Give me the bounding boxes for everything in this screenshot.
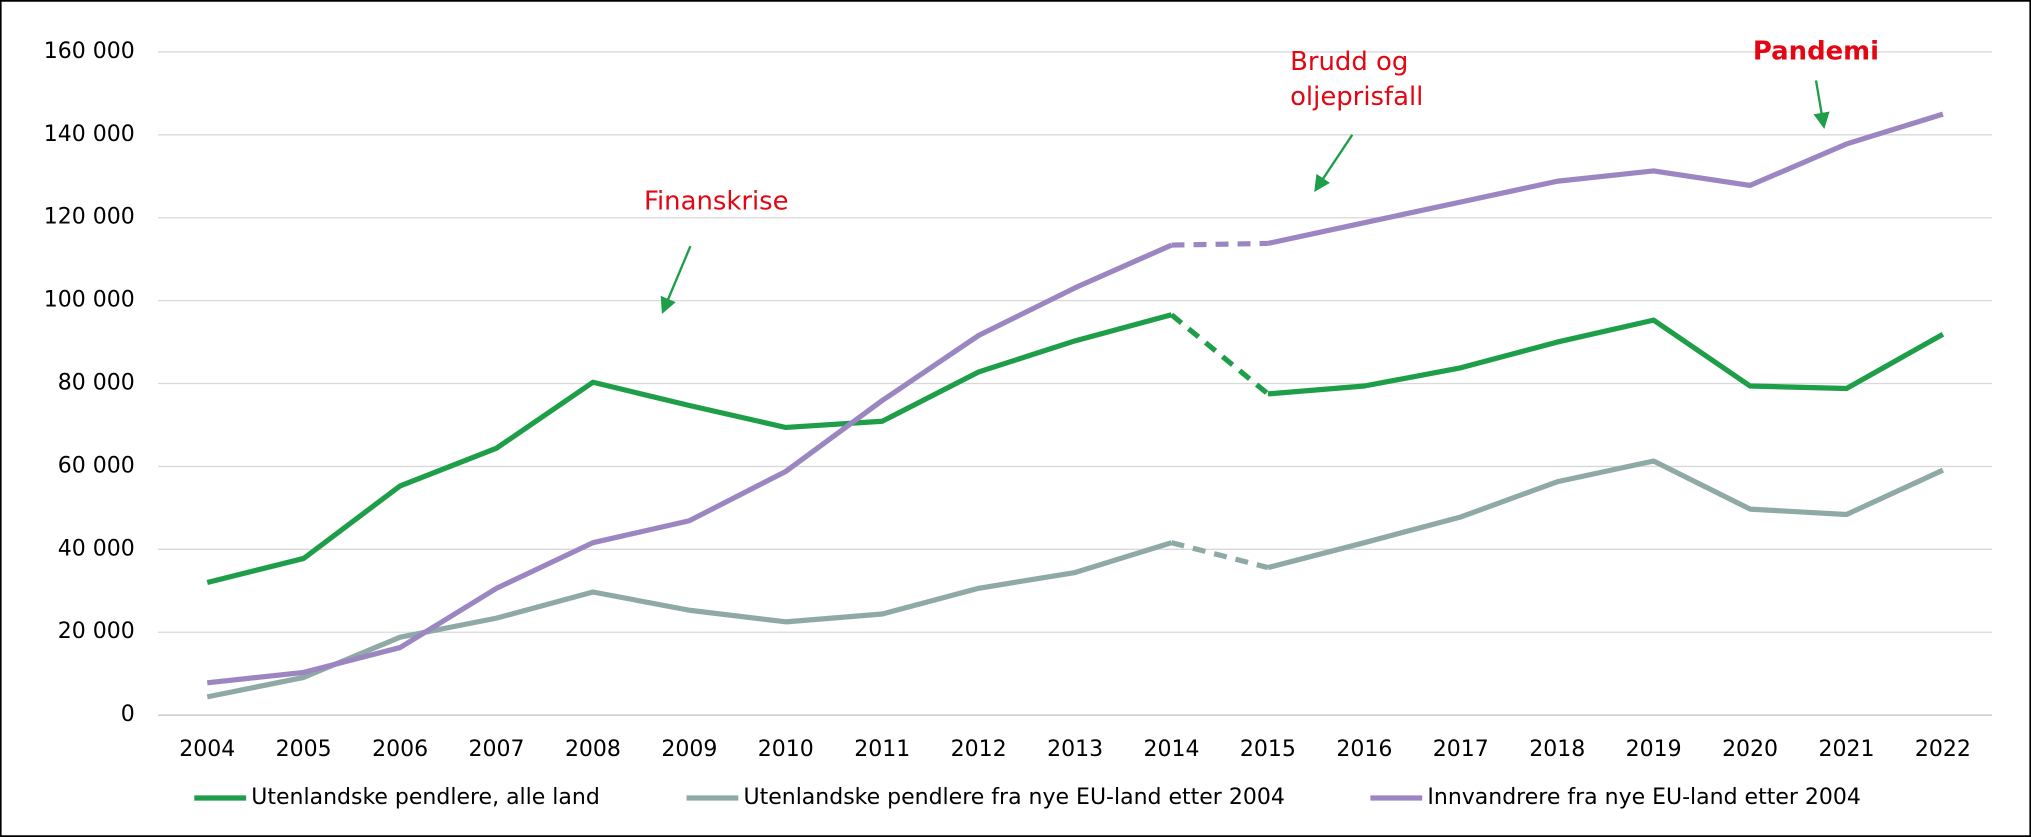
annotation: oljeprisfall xyxy=(1290,82,1423,112)
x-tick-label: 2019 xyxy=(1626,737,1682,762)
annotation-arrow xyxy=(1314,134,1354,192)
series-line xyxy=(206,312,1173,585)
y-tick-label: 100 000 xyxy=(44,288,135,313)
series-line-dashed xyxy=(1171,240,1268,248)
x-tick-label: 2005 xyxy=(276,737,332,762)
series-line-dashed xyxy=(1170,540,1269,571)
x-tick-label: 2008 xyxy=(565,737,621,762)
lines xyxy=(206,111,1945,700)
legend-label: Innvandrere fra nye EU-land etter 2004 xyxy=(1427,785,1861,810)
annotation: Pandemi xyxy=(1753,36,1879,66)
series-line xyxy=(1267,317,1945,397)
series-line xyxy=(206,540,1173,700)
x-tick-label: 2006 xyxy=(372,737,428,762)
y-tick-label: 0 xyxy=(121,702,135,727)
x-tick-label: 2004 xyxy=(179,737,235,762)
legend-label: Utenlandske pendlere fra nye EU-land ett… xyxy=(743,785,1284,810)
x-tick-label: 2013 xyxy=(1047,737,1103,762)
x-tick-label: 2017 xyxy=(1433,737,1489,762)
x-tick-label: 2011 xyxy=(854,737,910,762)
x-tick-label: 2021 xyxy=(1818,737,1874,762)
series-line xyxy=(1267,111,1944,246)
y-tick-label: 80 000 xyxy=(58,371,135,396)
series-line xyxy=(206,242,1173,686)
y-tick-label: 60 000 xyxy=(58,453,135,478)
x-tick-label: 2015 xyxy=(1240,737,1296,762)
x-tick-label: 2010 xyxy=(758,737,814,762)
y-tick-label: 140 000 xyxy=(44,122,135,147)
grid xyxy=(158,51,1993,716)
x-tick-label: 2020 xyxy=(1722,737,1778,762)
x-tick-label: 2007 xyxy=(469,737,525,762)
x-tick-label: 2009 xyxy=(661,737,717,762)
x-tick-label: 2014 xyxy=(1144,737,1200,762)
y-tick-label: 120 000 xyxy=(44,205,135,230)
y-tick-label: 160 000 xyxy=(44,39,135,64)
x-tick-label: 2016 xyxy=(1336,737,1392,762)
x-tick-label: 2022 xyxy=(1915,737,1971,762)
series-line xyxy=(1267,458,1945,571)
annotation: Brudd og xyxy=(1290,47,1408,77)
annotation-arrow xyxy=(660,245,692,315)
y-tick-label: 40 000 xyxy=(58,536,135,561)
x-tick-label: 2018 xyxy=(1529,737,1585,762)
annotation-arrow xyxy=(1813,80,1830,129)
annotation: Finanskrise xyxy=(644,187,789,217)
y-tick-label: 20 000 xyxy=(58,619,135,644)
x-tick-label: 2012 xyxy=(951,737,1007,762)
legend-label: Utenlandske pendlere, alle land xyxy=(251,785,600,810)
